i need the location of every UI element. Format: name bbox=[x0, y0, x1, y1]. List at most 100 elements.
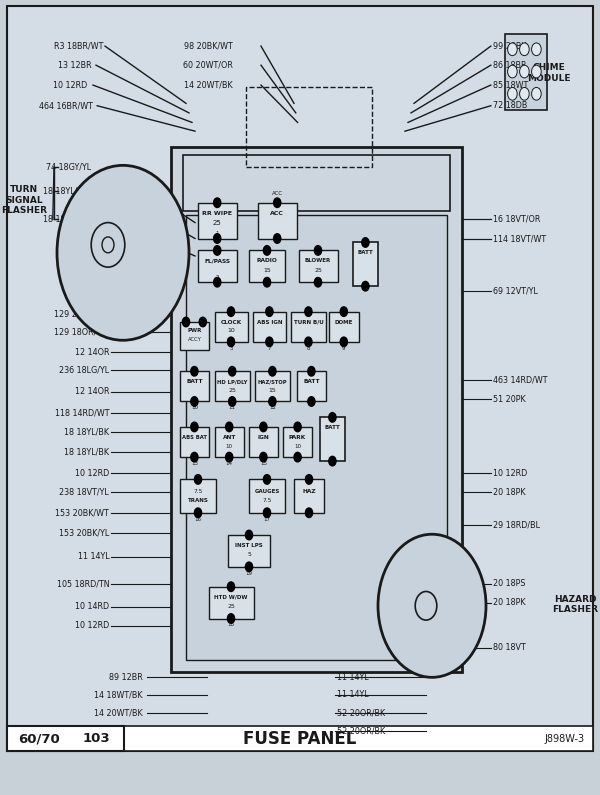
Text: ABS IGN: ABS IGN bbox=[257, 320, 282, 324]
Text: 99 20BK: 99 20BK bbox=[493, 41, 527, 51]
Text: 69 12VT/YL: 69 12VT/YL bbox=[493, 286, 538, 296]
Text: 51 20PK: 51 20PK bbox=[493, 394, 526, 404]
Text: 3: 3 bbox=[229, 346, 233, 351]
Text: HAZ/STOP: HAZ/STOP bbox=[257, 379, 287, 384]
Text: 52 20OR/BK: 52 20OR/BK bbox=[337, 727, 385, 736]
Circle shape bbox=[532, 43, 541, 56]
Circle shape bbox=[305, 337, 312, 347]
Text: 85 18WT: 85 18WT bbox=[493, 80, 529, 90]
Text: 14 18WT/BK: 14 18WT/BK bbox=[94, 690, 143, 700]
Bar bbox=[198, 203, 237, 238]
Text: ABS BAT: ABS BAT bbox=[182, 435, 207, 440]
Text: 15: 15 bbox=[260, 461, 267, 466]
Circle shape bbox=[269, 366, 276, 376]
Text: 10: 10 bbox=[294, 444, 301, 449]
Bar bbox=[320, 417, 345, 461]
Circle shape bbox=[260, 452, 267, 462]
Circle shape bbox=[194, 475, 202, 484]
Bar bbox=[180, 427, 209, 457]
Text: J898W-3: J898W-3 bbox=[545, 734, 585, 743]
Text: 19: 19 bbox=[245, 571, 253, 576]
Bar bbox=[447, 599, 462, 614]
Circle shape bbox=[263, 475, 271, 484]
Bar bbox=[180, 371, 209, 401]
Text: 129 20OR/WT: 129 20OR/WT bbox=[54, 309, 109, 319]
Bar bbox=[329, 312, 359, 342]
Circle shape bbox=[191, 422, 198, 432]
Circle shape bbox=[294, 422, 301, 432]
Bar bbox=[135, 251, 153, 269]
Circle shape bbox=[199, 317, 206, 327]
Circle shape bbox=[362, 281, 369, 291]
Text: 153 20BK/WT: 153 20BK/WT bbox=[55, 508, 109, 518]
Text: TURN B/U: TURN B/U bbox=[293, 320, 323, 324]
Bar bbox=[299, 250, 338, 282]
Bar bbox=[198, 250, 237, 282]
Text: 15: 15 bbox=[269, 388, 276, 393]
Text: 2: 2 bbox=[215, 275, 219, 280]
Text: 9: 9 bbox=[342, 346, 346, 351]
Circle shape bbox=[229, 366, 236, 376]
Text: 16 18VT/OR: 16 18VT/OR bbox=[493, 215, 541, 224]
Circle shape bbox=[227, 337, 235, 347]
Text: 114 18VT/WT: 114 18VT/WT bbox=[493, 234, 547, 243]
Circle shape bbox=[532, 87, 541, 100]
Circle shape bbox=[305, 508, 313, 518]
Text: 13: 13 bbox=[191, 461, 198, 466]
Text: 18: 18 bbox=[227, 622, 235, 627]
Text: CLOCK: CLOCK bbox=[220, 320, 242, 324]
Text: 14 20WT/BK: 14 20WT/BK bbox=[184, 80, 233, 90]
Text: 25: 25 bbox=[227, 604, 235, 609]
Text: BATT: BATT bbox=[358, 250, 373, 255]
Text: 7: 7 bbox=[268, 346, 271, 351]
Text: 18 18YL/BK: 18 18YL/BK bbox=[64, 447, 109, 456]
Bar bbox=[215, 427, 244, 457]
Text: 20 18PK: 20 18PK bbox=[493, 598, 526, 607]
Text: 10 12RD: 10 12RD bbox=[53, 80, 87, 90]
Bar bbox=[186, 215, 447, 660]
Circle shape bbox=[274, 198, 281, 207]
Text: 464 16BR/WT: 464 16BR/WT bbox=[39, 101, 93, 111]
Text: 129 18OR/WT: 129 18OR/WT bbox=[54, 327, 109, 336]
Text: 52 20OR/BK: 52 20OR/BK bbox=[337, 708, 385, 718]
Circle shape bbox=[308, 366, 315, 376]
Text: R3 18BR/WT: R3 18BR/WT bbox=[54, 41, 103, 51]
Circle shape bbox=[329, 456, 336, 466]
Circle shape bbox=[314, 277, 322, 287]
Text: 10 14RD: 10 14RD bbox=[75, 602, 109, 611]
Circle shape bbox=[294, 452, 301, 462]
Text: 7.5: 7.5 bbox=[262, 498, 272, 502]
Text: INST LPS: INST LPS bbox=[235, 543, 263, 548]
Text: BLOWER: BLOWER bbox=[305, 258, 331, 263]
Text: 10: 10 bbox=[226, 444, 233, 449]
Text: ACC: ACC bbox=[270, 211, 284, 215]
Text: 103: 103 bbox=[82, 732, 110, 745]
Circle shape bbox=[214, 246, 221, 255]
Text: 20 18PS: 20 18PS bbox=[493, 579, 526, 588]
Text: IGN: IGN bbox=[257, 435, 269, 440]
Text: FUSE PANEL: FUSE PANEL bbox=[244, 730, 356, 747]
Text: 74 18GY/YL: 74 18GY/YL bbox=[46, 162, 91, 172]
Text: 463 14RD/WT: 463 14RD/WT bbox=[493, 375, 548, 385]
Circle shape bbox=[305, 307, 312, 316]
Circle shape bbox=[245, 530, 253, 540]
Circle shape bbox=[229, 397, 236, 406]
Circle shape bbox=[227, 614, 235, 623]
Circle shape bbox=[340, 307, 347, 316]
Text: 17: 17 bbox=[263, 517, 271, 522]
Text: 13 12BR: 13 12BR bbox=[58, 60, 91, 70]
Text: 7.5: 7.5 bbox=[193, 489, 203, 494]
Circle shape bbox=[214, 198, 221, 207]
Text: 105 18RD/TN: 105 18RD/TN bbox=[56, 579, 109, 588]
Circle shape bbox=[520, 65, 529, 78]
Bar bbox=[180, 322, 209, 350]
Bar bbox=[228, 535, 270, 567]
Text: 118 14RD/WT: 118 14RD/WT bbox=[55, 409, 109, 418]
Text: 12: 12 bbox=[269, 405, 276, 410]
Text: FL/PASS: FL/PASS bbox=[204, 258, 230, 263]
Text: 29 18RD/BL: 29 18RD/BL bbox=[493, 520, 540, 529]
Text: ANT: ANT bbox=[223, 435, 236, 440]
Text: HD LP/DLY: HD LP/DLY bbox=[217, 379, 247, 384]
Bar bbox=[353, 242, 378, 286]
Circle shape bbox=[263, 277, 271, 287]
